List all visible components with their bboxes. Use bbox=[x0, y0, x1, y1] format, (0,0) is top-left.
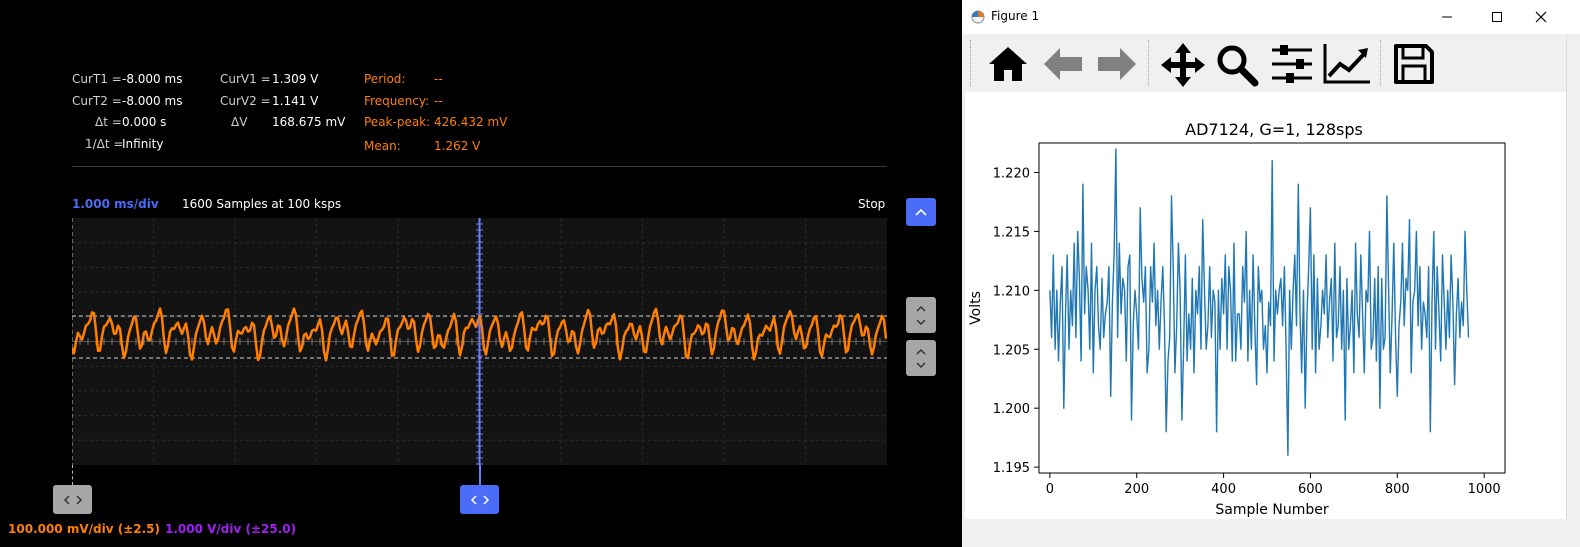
x-axis-label: Sample Number bbox=[1215, 502, 1328, 518]
trigger-handle[interactable] bbox=[460, 485, 499, 514]
x-axis-ticks: 0 200 400 600 800 1000 bbox=[1046, 473, 1501, 497]
mean-label: Mean: bbox=[364, 139, 401, 153]
forward-arrow-icon[interactable] bbox=[1096, 46, 1138, 82]
scope-grid bbox=[72, 218, 887, 465]
divider bbox=[72, 166, 887, 167]
toolbar bbox=[962, 34, 1567, 92]
line-chart: AD7124, G=1, 128sps 0 200 400 600 800 1000 1.… bbox=[968, 120, 1506, 518]
ch1-scale-label: 100.000 mV/div (±2.5) bbox=[8, 522, 160, 536]
y-tick-label: 1.215 bbox=[993, 225, 1030, 240]
toolbar-separator bbox=[1380, 40, 1382, 86]
ch2-scale-label: 1.000 V/div (±25.0) bbox=[165, 522, 297, 536]
up-down-chevrons-icon bbox=[916, 305, 926, 326]
save-icon[interactable] bbox=[1393, 43, 1435, 85]
y-tick-label: 1.195 bbox=[993, 461, 1030, 476]
trigger-stem bbox=[479, 465, 481, 485]
peakpeak-value: 426.432 mV bbox=[434, 115, 508, 129]
timebase-label: 1.000 ms/div bbox=[72, 197, 159, 211]
channel1-trace bbox=[70, 307, 888, 362]
chart-title: AD7124, G=1, 128sps bbox=[1185, 120, 1363, 139]
scope-panel: CurT1 = -8.000 ms CurT2 = -8.000 ms Δt =… bbox=[8, 72, 936, 536]
curt2-value: -8.000 ms bbox=[122, 94, 183, 108]
cursor2-move-button[interactable] bbox=[906, 340, 936, 376]
title-bar: Figure 1 bbox=[962, 0, 1580, 34]
zoom-icon[interactable] bbox=[1215, 43, 1259, 87]
move-icon[interactable] bbox=[1160, 42, 1206, 88]
curv2-label: CurV2 = bbox=[220, 94, 271, 108]
dv-label: ΔV bbox=[231, 115, 248, 129]
time-cursor-handle[interactable] bbox=[53, 485, 92, 514]
minimize-icon[interactable] bbox=[1440, 10, 1454, 24]
frequency-value: -- bbox=[434, 94, 443, 108]
mean-value: 1.262 V bbox=[434, 139, 481, 153]
period-value: -- bbox=[434, 72, 443, 86]
y-tick-label: 1.200 bbox=[993, 402, 1030, 417]
peakpeak-label: Peak-peak: bbox=[364, 115, 431, 129]
y-tick-label: 1.220 bbox=[993, 166, 1030, 181]
scope-plot bbox=[70, 218, 888, 465]
scope-plot-area bbox=[70, 218, 888, 465]
maximize-icon[interactable] bbox=[1490, 10, 1504, 24]
window-title: Figure 1 bbox=[991, 9, 1040, 23]
dt-value: 0.000 s bbox=[122, 115, 167, 129]
inv-dt-value: Infinity bbox=[122, 137, 164, 151]
curt1-value: -8.000 ms bbox=[122, 72, 183, 86]
x-tick-label: 800 bbox=[1385, 482, 1410, 497]
dv-value: 168.675 mV bbox=[272, 115, 346, 129]
left-right-chevrons-icon bbox=[470, 494, 489, 505]
back-arrow-icon[interactable] bbox=[1042, 46, 1084, 82]
y-tick-label: 1.210 bbox=[993, 284, 1030, 299]
x-tick-label: 1000 bbox=[1468, 482, 1501, 497]
x-tick-label: 200 bbox=[1124, 482, 1149, 497]
time-cursor-stem bbox=[72, 465, 74, 485]
close-icon[interactable] bbox=[1534, 10, 1548, 24]
run-state-label: Stop bbox=[858, 197, 886, 211]
toolbar-separator bbox=[1148, 40, 1150, 86]
matplotlib-logo-icon bbox=[971, 10, 985, 24]
x-tick-label: 0 bbox=[1046, 482, 1054, 497]
dt-label: Δt = bbox=[95, 115, 122, 129]
curt1-label: CurT1 = bbox=[72, 72, 122, 86]
status-bar bbox=[962, 519, 1580, 547]
curt2-label: CurT2 = bbox=[72, 94, 122, 108]
collapse-button[interactable] bbox=[906, 198, 936, 226]
frequency-label: Frequency: bbox=[364, 94, 430, 108]
curv1-value: 1.309 V bbox=[272, 72, 319, 86]
up-down-chevrons-icon bbox=[916, 348, 926, 369]
chevron-up-icon bbox=[915, 208, 927, 216]
curv2-value: 1.141 V bbox=[272, 94, 319, 108]
x-tick-label: 400 bbox=[1211, 482, 1236, 497]
left-right-chevrons-icon bbox=[63, 494, 82, 505]
curv1-label: CurV1 = bbox=[220, 72, 271, 86]
x-tick-label: 600 bbox=[1298, 482, 1323, 497]
figure-canvas: AD7124, G=1, 128sps 0 200 400 600 800 1000 1.… bbox=[965, 92, 1568, 519]
y-axis-ticks: 1.195 1.200 1.205 1.210 1.215 1.220 bbox=[993, 166, 1039, 476]
subplots-icon[interactable] bbox=[1270, 44, 1314, 84]
inv-dt-label: 1/Δt = bbox=[85, 137, 124, 151]
series-line bbox=[1049, 148, 1470, 456]
home-icon[interactable] bbox=[987, 44, 1029, 84]
vertical-scrollbar[interactable] bbox=[1566, 34, 1580, 519]
toolbar-grip bbox=[970, 40, 974, 86]
figure-window: Figure 1 bbox=[962, 0, 1580, 547]
y-axis-label: Volts bbox=[968, 291, 984, 325]
cursor1-move-button[interactable] bbox=[906, 297, 936, 333]
y-tick-label: 1.205 bbox=[993, 343, 1030, 358]
axes-edit-icon[interactable] bbox=[1322, 42, 1372, 86]
samples-label: 1600 Samples at 100 ksps bbox=[182, 197, 342, 211]
period-label: Period: bbox=[364, 72, 406, 86]
